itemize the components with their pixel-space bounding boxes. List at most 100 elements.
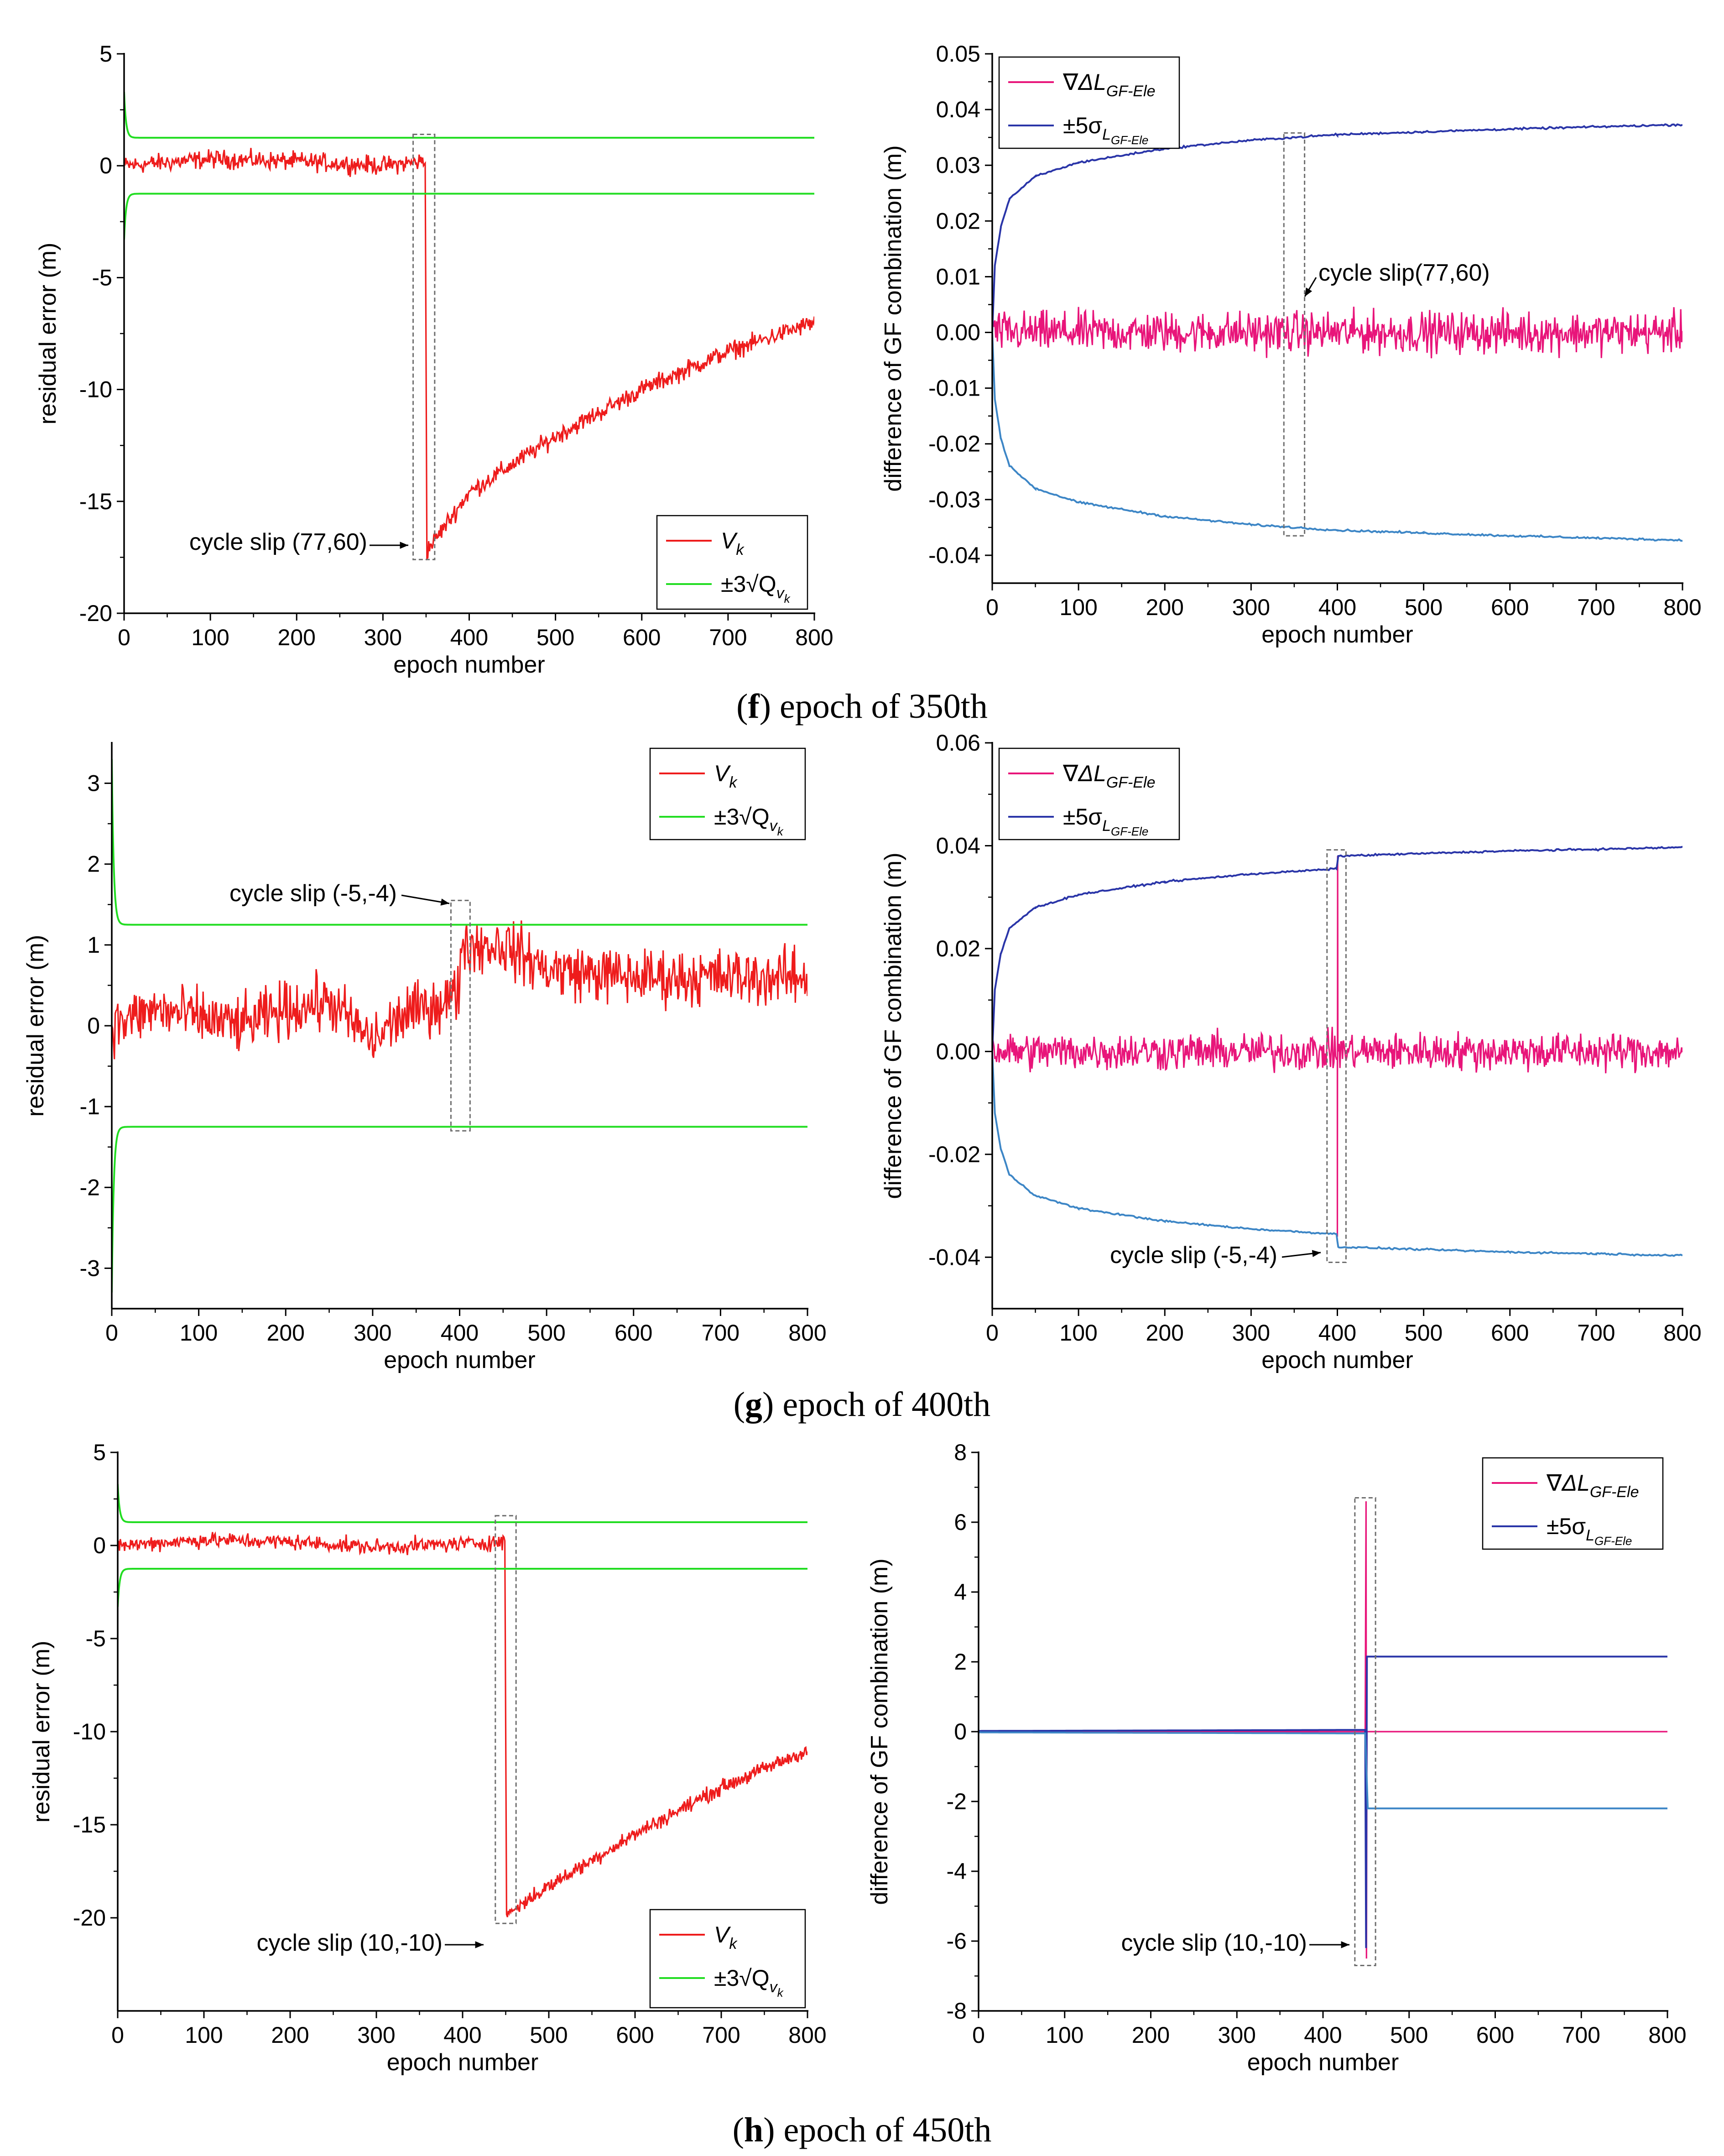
- y-tick-label: 0.02: [936, 208, 980, 234]
- cycle-slip-annotation: cycle slip (-5,-4): [229, 880, 397, 907]
- caption-g: (g) epoch of 400th: [733, 1385, 991, 1424]
- y-tick-label: 0.04: [936, 97, 980, 122]
- y-tick-label: -3: [80, 1255, 100, 1281]
- series-line: [992, 123, 1682, 333]
- series-line: [992, 856, 1682, 1237]
- x-tick-label: 700: [1563, 2022, 1600, 2048]
- x-tick-label: 300: [1232, 595, 1270, 620]
- x-tick-label: 100: [185, 2022, 223, 2048]
- x-tick-label: 700: [709, 625, 747, 650]
- x-tick-label: 700: [702, 1320, 740, 1346]
- y-tick-label: -8: [947, 1998, 967, 2024]
- legend: Vk ±3√Qvk: [656, 515, 808, 610]
- x-tick-label: 0: [986, 595, 999, 620]
- y-tick-label: -0.04: [928, 543, 980, 568]
- x-tick-label: 300: [364, 625, 402, 650]
- y-axis-label: difference of GF combination (m): [866, 1558, 893, 1905]
- legend-box: [998, 747, 1180, 840]
- x-tick-label: 400: [1318, 1320, 1356, 1346]
- x-tick-label: 800: [788, 2022, 826, 2048]
- series-line: [118, 1531, 807, 1917]
- y-tick-label: -20: [73, 1905, 106, 1931]
- y-tick-label: 8: [954, 1440, 967, 1465]
- cycle-slip-annotation: cycle slip (10,-10): [257, 1930, 443, 1956]
- x-tick-label: 400: [1318, 595, 1356, 620]
- y-tick-label: -15: [79, 489, 112, 514]
- y-tick-label: 3: [87, 771, 100, 796]
- x-tick-label: 200: [1146, 1320, 1184, 1346]
- x-tick-label: 500: [527, 1320, 565, 1346]
- y-tick-label: -2: [947, 1789, 967, 1814]
- y-tick-label: -2: [80, 1175, 100, 1200]
- y-tick-label: -5: [86, 1626, 106, 1651]
- y-tick-label: 5: [93, 1440, 106, 1465]
- chart-f-right: 0 100 200 300 400 500 600 700 800 0.05 0.04 0.03 0.0…: [880, 41, 1702, 648]
- chart-h-left: 0 100 200 300 400 500 600 700 800 5 0 -5 -10 -15 -20 ep…: [28, 1440, 827, 2076]
- caption-h: (h) epoch of 450th: [732, 2111, 992, 2149]
- legend-label: ∇ΔLGF-Ele: [1063, 761, 1156, 791]
- annotation-arrowhead: [1305, 287, 1313, 297]
- x-tick-label: 800: [1663, 595, 1701, 620]
- series-line: [112, 920, 807, 1060]
- series-line: [112, 1126, 807, 1293]
- annotation-arrowhead: [440, 898, 449, 906]
- x-tick-label: 500: [1405, 1320, 1443, 1346]
- x-tick-label: 100: [180, 1320, 218, 1346]
- x-axis-label: epoch number: [1261, 621, 1413, 648]
- y-tick-label: 0.06: [936, 730, 980, 756]
- legend: ∇ΔLGF-Ele ±5σLGF-Ele: [998, 747, 1180, 840]
- x-tick-label: 600: [1491, 595, 1529, 620]
- legend-label: ±5σLGF-Ele: [1547, 1514, 1632, 1548]
- chart-h-right: 0 100 200 300 400 500 600 700 800 8 6 4 2 0 -2 -4 -6 -8 ep…: [866, 1440, 1687, 2076]
- series-line: [992, 1051, 1682, 1257]
- cycle-slip-box: [412, 134, 436, 560]
- y-tick-label: 0: [93, 1533, 106, 1558]
- annotation-arrowhead: [475, 1941, 484, 1948]
- legend-label: ±3√Qvk: [714, 1965, 784, 1999]
- x-tick-label: 700: [1577, 595, 1615, 620]
- x-tick-label: 300: [1232, 1320, 1270, 1346]
- y-tick-label: 1: [87, 932, 100, 958]
- x-axis-label: epoch number: [1247, 2049, 1399, 2076]
- x-tick-label: 300: [354, 1320, 391, 1346]
- series-line: [979, 1731, 1667, 1810]
- y-axis-label: difference of GF combination (m): [880, 852, 906, 1199]
- y-tick-label: 0.00: [936, 320, 980, 345]
- x-tick-label: 500: [1390, 2022, 1428, 2048]
- y-tick-label: -15: [73, 1812, 106, 1838]
- x-tick-label: 500: [1405, 595, 1443, 620]
- annotation-arrowhead: [400, 542, 408, 549]
- series-line: [112, 759, 807, 926]
- cycle-slip-box: [1283, 132, 1306, 537]
- y-tick-label: 0.00: [936, 1039, 980, 1064]
- series-line: [124, 148, 814, 561]
- x-tick-label: 0: [972, 2022, 985, 2048]
- x-tick-label: 300: [357, 2022, 395, 2048]
- cycle-slip-annotation: cycle slip (-5,-4): [1110, 1242, 1277, 1269]
- x-tick-label: 400: [1304, 2022, 1342, 2048]
- legend-label: ±5σLGF-Ele: [1063, 804, 1148, 838]
- y-tick-label: 6: [954, 1509, 967, 1535]
- series-line: [992, 332, 1682, 542]
- x-tick-label: 100: [1046, 2022, 1083, 2048]
- x-tick-label: 100: [191, 625, 229, 650]
- legend: Vk ±3√Qvk: [649, 747, 806, 840]
- x-tick-label: 600: [616, 2022, 654, 2048]
- y-tick-label: 0.02: [936, 936, 980, 961]
- legend-box: [656, 515, 808, 610]
- y-tick-label: 0.05: [936, 41, 980, 67]
- y-tick-label: -0.01: [928, 376, 980, 401]
- x-tick-label: 700: [1577, 1320, 1615, 1346]
- y-tick-label: -20: [79, 600, 112, 626]
- y-axis-label: residual error (m): [35, 243, 61, 425]
- x-axis-label: epoch number: [384, 1347, 535, 1373]
- y-tick-label: 0.03: [936, 152, 980, 178]
- x-axis-label: epoch number: [1261, 1347, 1413, 1373]
- y-tick-label: 4: [954, 1579, 967, 1605]
- legend-box: [649, 747, 806, 840]
- series-line: [992, 846, 1682, 1052]
- annotation-arrowhead: [1341, 1941, 1349, 1948]
- legend-label: ±5σLGF-Ele: [1063, 113, 1148, 147]
- x-tick-label: 800: [795, 625, 833, 650]
- cycle-slip-box: [450, 899, 471, 1132]
